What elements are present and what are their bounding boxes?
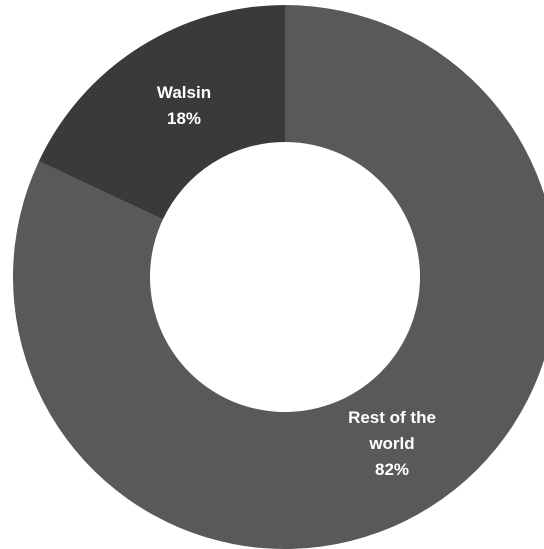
slice-label-line: Rest of the xyxy=(348,408,436,427)
slice-label-line: 18% xyxy=(167,109,201,128)
slice-label-walsin: Walsin 18% xyxy=(157,83,211,128)
slice-rest-of-the-world xyxy=(13,5,544,549)
donut-slices xyxy=(13,5,544,549)
slice-label-line: world xyxy=(368,434,414,453)
slice-label-rest-of-the-world: Rest of the world 82% xyxy=(348,408,436,479)
slice-label-line: 82% xyxy=(375,460,409,479)
slice-label-line: Walsin xyxy=(157,83,211,102)
donut-labels: Rest of the world 82% Walsin 18% xyxy=(157,83,436,479)
slice-walsin xyxy=(38,5,286,220)
